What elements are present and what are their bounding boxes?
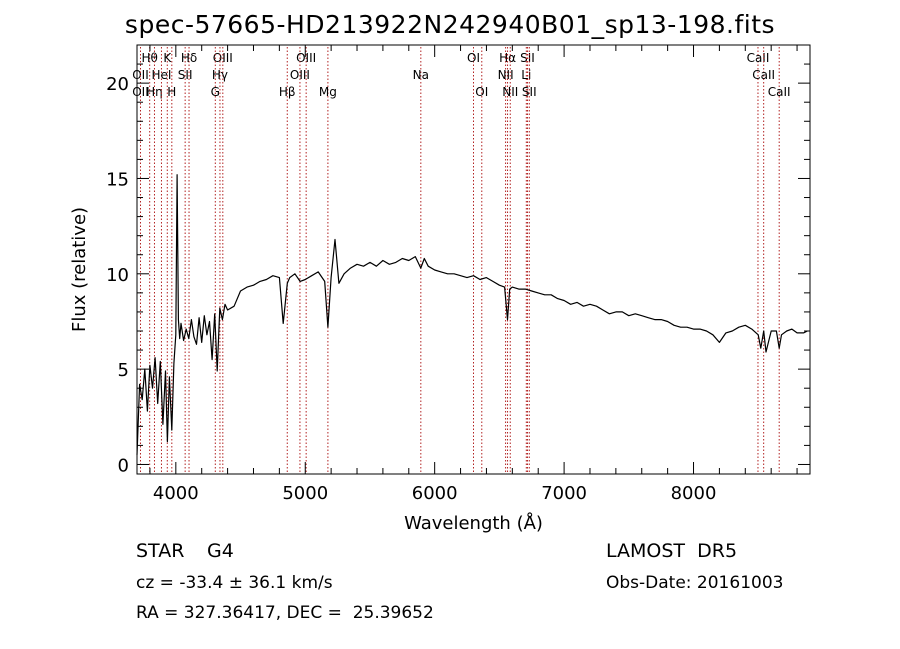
y-axis-label: Flux (relative) [69, 207, 90, 332]
line-label: SII [522, 85, 537, 99]
line-label: Na [413, 68, 429, 82]
x-tick-label: 4000 [153, 483, 199, 504]
spectrum-line [136, 174, 808, 455]
line-label: OII [132, 85, 149, 99]
line-label: HeI [151, 68, 171, 82]
line-label: Hγ [212, 68, 228, 82]
line-label: Hβ [279, 85, 296, 99]
y-tick-label: 15 [106, 169, 129, 190]
object-class: STAR [136, 540, 185, 562]
line-label: CaII [768, 85, 791, 99]
x-tick-label: 7000 [541, 483, 587, 504]
line-label: NII [498, 68, 514, 82]
x-axis-label: Wavelength (Å) [404, 512, 543, 534]
line-label: CaII [747, 51, 770, 65]
plot-frame [136, 44, 811, 475]
line-label: Hη [146, 85, 163, 99]
x-tick-label: 8000 [671, 483, 717, 504]
chart-title: spec-57665-HD213922N242940B01_sp13-198.f… [124, 10, 776, 39]
line-label: OI [475, 85, 488, 99]
line-label: NII [502, 85, 518, 99]
line-label: G [211, 85, 220, 99]
x-tick-label: 5000 [282, 483, 328, 504]
line-label: Hα [499, 51, 516, 65]
line-label: OIII [296, 51, 316, 65]
y-tick-label: 10 [106, 265, 129, 286]
x-tick-label: 6000 [412, 483, 458, 504]
y-tick-label: 5 [118, 360, 129, 381]
spectral-subclass: G4 [207, 540, 234, 562]
line-label: SII [178, 68, 193, 82]
y-tick-label: 20 [106, 74, 129, 95]
survey-label: LAMOST DR5 [606, 540, 738, 562]
line-label: Li [521, 68, 531, 82]
redshift-readout: cz = -33.4 ± 36.1 km/s [136, 573, 333, 593]
line-label: CaII [752, 68, 775, 82]
coordinates-readout: RA = 327.36417, DEC = 25.39652 [136, 603, 434, 623]
line-label: Mg [319, 85, 337, 99]
line-label: OI [467, 51, 480, 65]
line-label: Hδ [181, 51, 197, 65]
line-label: Hθ [141, 51, 157, 65]
line-label: K [163, 51, 172, 65]
line-label: H [167, 85, 176, 99]
line-label: OIII [213, 51, 233, 65]
y-tick-label: 0 [118, 455, 129, 476]
obs-date-readout: Obs-Date: 20161003 [606, 573, 784, 593]
line-label: OIII [290, 68, 310, 82]
line-label: SII [520, 51, 535, 65]
